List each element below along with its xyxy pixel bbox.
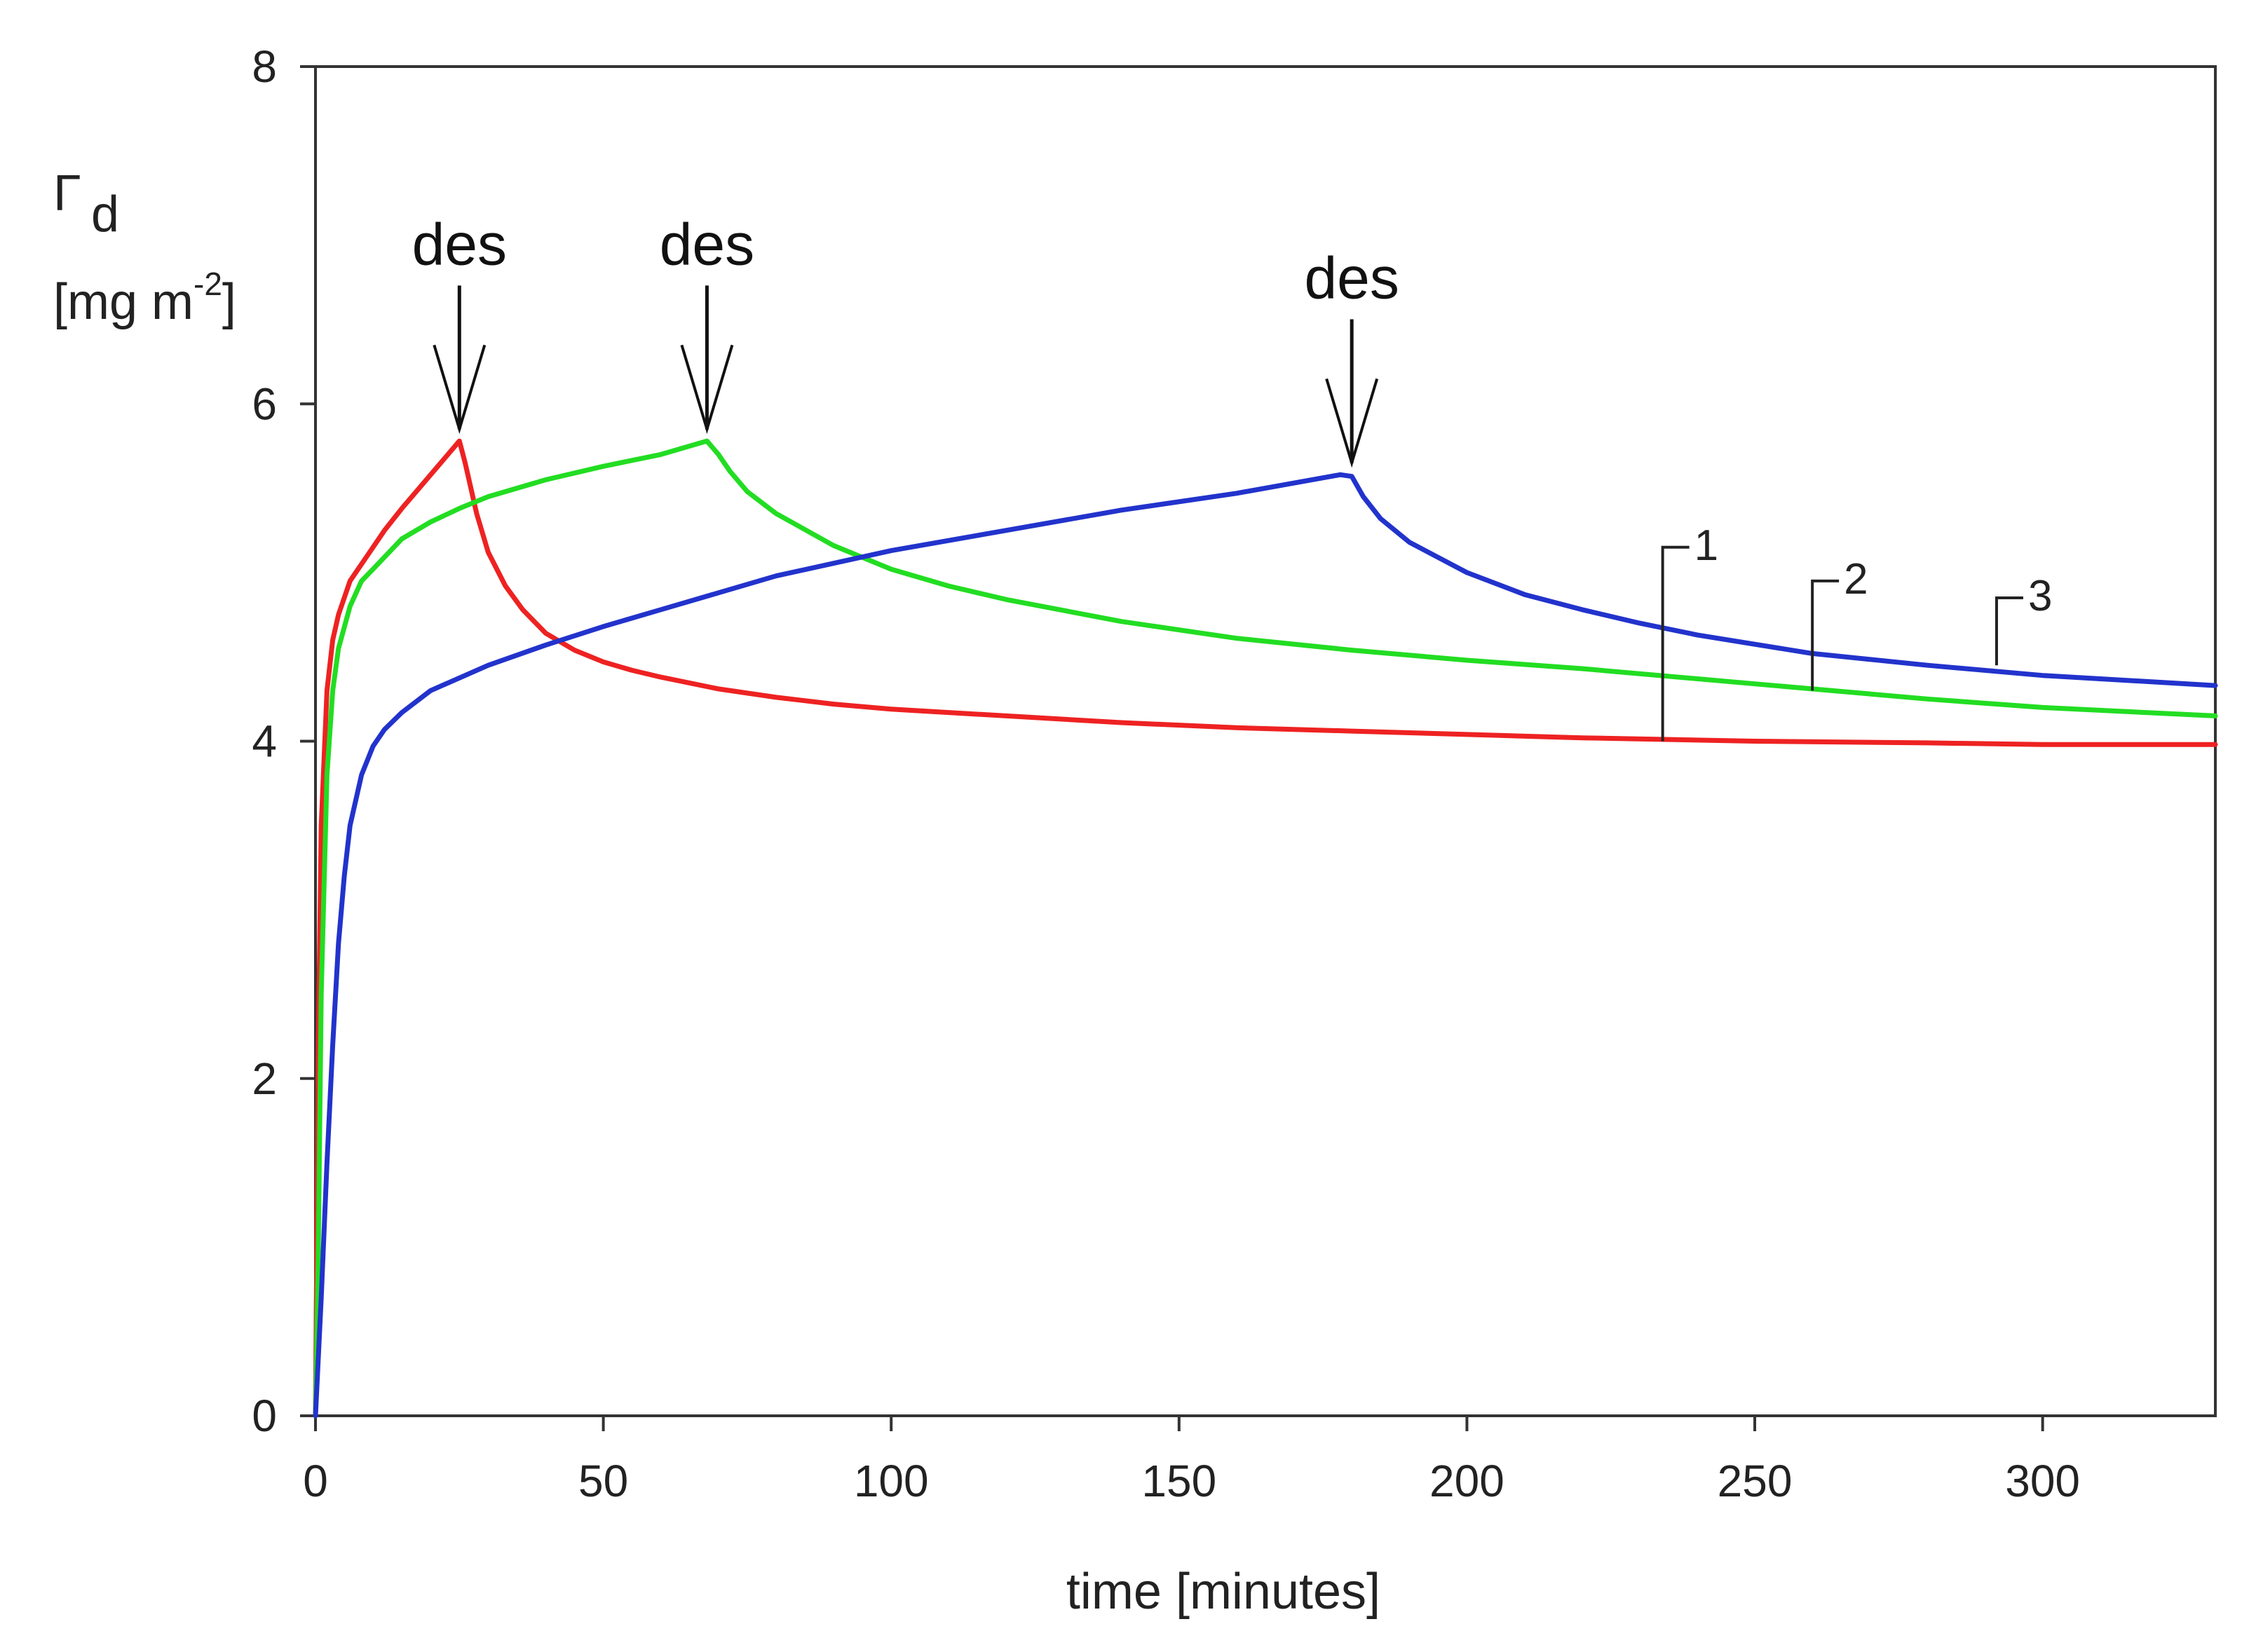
y-axis-unit-exponent: -2 <box>193 266 222 302</box>
series-line-2 <box>313 438 2218 1419</box>
series-label: 3 <box>2028 572 2052 620</box>
axis-titles: time [minutes] Γ d [mg m-2] <box>53 165 1380 1620</box>
series-group <box>313 438 2218 1419</box>
y-axis-subscript: d <box>91 186 119 243</box>
des-arrow-head <box>433 344 487 435</box>
x-tick-label: 300 <box>2005 1456 2080 1506</box>
des-arrow-head <box>680 344 734 435</box>
y-tick-label: 6 <box>252 378 277 429</box>
x-axis-title: time [minutes] <box>1066 1564 1380 1620</box>
des-arrow-head <box>1325 378 1379 468</box>
series-label-leader <box>1661 545 1690 742</box>
x-tick-label: 150 <box>1141 1456 1216 1506</box>
series-labels: 1 2 3 <box>1661 521 2052 742</box>
annotations: des des des <box>412 211 1399 468</box>
y-axis-symbol: Γ <box>53 165 81 221</box>
des-label: des <box>412 211 507 277</box>
x-tick-label: 200 <box>1429 1456 1504 1506</box>
series-line-1 <box>313 438 2218 1419</box>
x-tick-label: 0 <box>303 1456 328 1506</box>
series-label: 1 <box>1694 521 1718 570</box>
series-line-3 <box>313 472 2218 1419</box>
y-axis-unit: [mg m-2] <box>53 266 236 330</box>
y-axis-unit-prefix: [mg m <box>53 274 193 330</box>
series-label: 2 <box>1844 555 1868 603</box>
des-label: des <box>1304 245 1399 310</box>
y-tick-label: 8 <box>252 41 277 92</box>
y-tick-label: 4 <box>252 716 277 767</box>
series-label-leader <box>1995 596 2023 666</box>
series-label-leader <box>1811 579 1840 691</box>
y-tick-label: 0 <box>252 1391 277 1441</box>
axes: 0 50 100 150 200 250 300 0 2 4 6 8 <box>252 41 2217 1506</box>
x-tick-label: 250 <box>1718 1456 1793 1506</box>
x-tick-label: 100 <box>854 1456 929 1506</box>
y-axis-unit-suffix: ] <box>222 274 236 330</box>
des-label: des <box>660 211 754 277</box>
y-tick-label: 2 <box>252 1053 277 1104</box>
x-tick-label: 50 <box>578 1456 628 1506</box>
